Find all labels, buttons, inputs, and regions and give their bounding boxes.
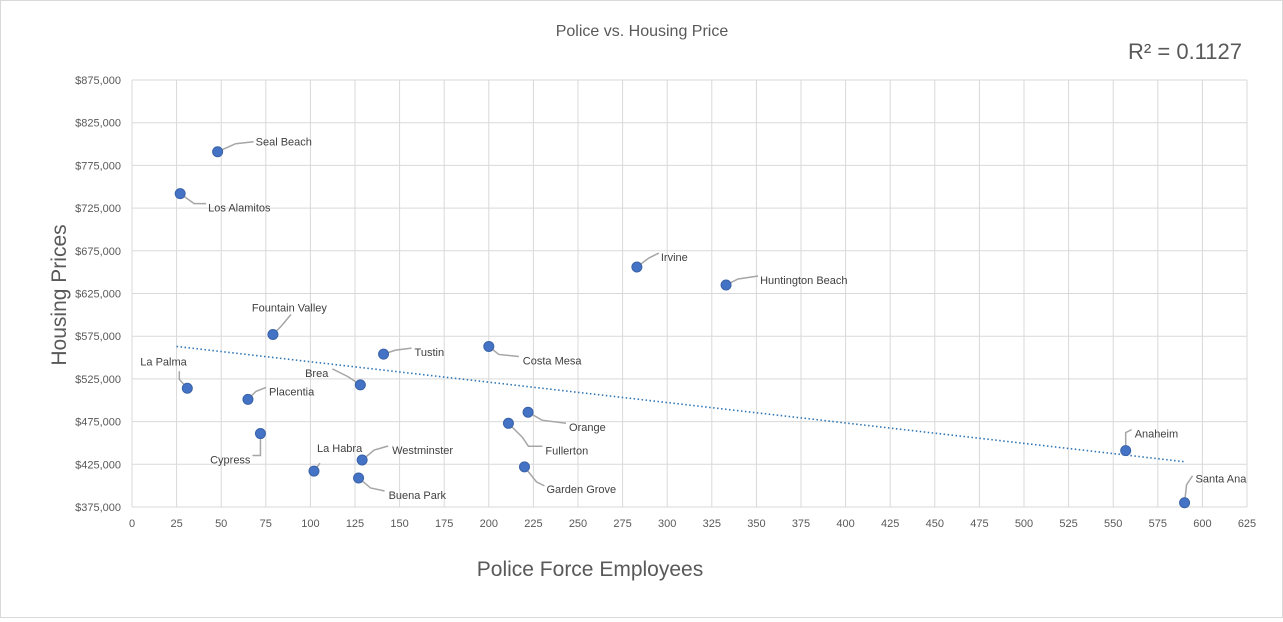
y-tick-label: $675,000 <box>75 246 121 258</box>
data-label-seal-beach: Seal Beach <box>256 137 312 149</box>
y-tick-label: $725,000 <box>75 203 121 215</box>
chart-title: Police vs. Housing Price <box>556 23 729 40</box>
x-tick-label: 50 <box>215 518 227 530</box>
data-point-los-alamitos <box>174 188 186 200</box>
x-tick-label: 150 <box>390 518 408 530</box>
data-label-placentia: Placentia <box>269 386 315 398</box>
data-label-irvine: Irvine <box>661 252 688 264</box>
data-label-buena-park: Buena Park <box>389 490 447 502</box>
y-tick-label: $375,000 <box>75 502 121 514</box>
data-point-buena-park <box>353 472 365 484</box>
x-tick-label: 225 <box>524 518 542 530</box>
data-point-huntington-beach <box>720 279 732 291</box>
data-point-seal-beach <box>212 146 224 158</box>
x-tick-label: 550 <box>1104 518 1122 530</box>
x-tick-label: 625 <box>1238 518 1256 530</box>
data-point-placentia <box>242 393 254 405</box>
data-label-westminster: Westminster <box>392 445 453 457</box>
y-tick-label: $575,000 <box>75 331 121 343</box>
leader-line-los-alamitos <box>179 192 207 205</box>
data-labels: Seal Beach Los Alamitos Irvine Huntington B… <box>140 137 1247 502</box>
data-point-irvine <box>631 261 643 273</box>
data-label-cypress: Cypress <box>210 455 251 467</box>
x-tick-label: 450 <box>926 518 944 530</box>
data-point-garden-grove <box>518 461 530 473</box>
data-label-tustin: Tustin <box>415 347 445 359</box>
y-tick-label: $875,000 <box>75 75 121 87</box>
data-label-fountain-valley: Fountain Valley <box>252 302 328 314</box>
y-tick-label: $425,000 <box>75 459 121 471</box>
data-label-orange: Orange <box>569 422 606 434</box>
data-label-huntington-beach: Huntington Beach <box>760 275 847 287</box>
y-tick-label: $475,000 <box>75 417 121 429</box>
x-tick-label: 600 <box>1193 518 1211 530</box>
x-tick-label: 425 <box>881 518 899 530</box>
y-tick-label: $625,000 <box>75 289 121 301</box>
data-label-la-palma: La Palma <box>140 356 187 368</box>
y-axis-title: Housing Prices <box>48 224 71 365</box>
x-tick-label: 400 <box>836 518 854 530</box>
data-label-la-habra: La Habra <box>317 443 363 455</box>
x-tick-label: 175 <box>435 518 453 530</box>
x-tick-label: 525 <box>1059 518 1077 530</box>
data-point-cypress <box>254 428 266 440</box>
data-point-la-palma <box>181 382 193 394</box>
data-label-anaheim: Anaheim <box>1135 429 1178 441</box>
leader-line-anaheim <box>1124 428 1133 451</box>
y-tick-label: $825,000 <box>75 118 121 130</box>
leader-line-seal-beach <box>217 140 254 153</box>
y-tick-label: $525,000 <box>75 374 121 386</box>
data-label-costa-mesa: Costa Mesa <box>523 355 583 367</box>
data-point-brea <box>354 379 366 391</box>
gridlines <box>131 79 1248 508</box>
x-tick-label: 350 <box>747 518 765 530</box>
data-point-costa-mesa <box>483 340 495 352</box>
leader-line-santa-ana <box>1183 475 1194 503</box>
data-label-garden-grove: Garden Grove <box>546 484 616 496</box>
x-tick-label: 75 <box>260 518 272 530</box>
x-tick-label: 375 <box>792 518 810 530</box>
r-squared-annotation: R² = 0.1127 <box>1128 39 1242 64</box>
axis-ticks: $375,000 $425,000 $475,000 $525,000 $575,000… <box>75 75 1256 530</box>
x-tick-label: 200 <box>480 518 498 530</box>
x-axis-title: Police Force Employees <box>477 558 703 581</box>
data-point-orange <box>522 406 534 418</box>
data-point-santa-ana <box>1179 497 1191 509</box>
leader-line-garden-grove <box>523 466 545 487</box>
leader-line-fullerton <box>507 422 543 448</box>
data-label-brea: Brea <box>305 368 329 380</box>
data-label-los-alamitos: Los Alamitos <box>208 203 271 215</box>
data-point-fullerton <box>502 417 514 429</box>
x-tick-label: 475 <box>970 518 988 530</box>
data-point-anaheim <box>1120 445 1132 457</box>
x-tick-label: 250 <box>569 518 587 530</box>
data-label-santa-ana: Santa Ana <box>1196 474 1248 486</box>
data-point-la-habra <box>308 465 320 477</box>
x-tick-label: 575 <box>1149 518 1167 530</box>
x-tick-label: 125 <box>346 518 364 530</box>
data-point-fountain-valley <box>267 328 279 340</box>
leader-line-cypress <box>252 433 262 457</box>
data-points <box>174 146 1191 509</box>
data-point-westminster <box>356 454 368 466</box>
x-tick-label: 100 <box>301 518 319 530</box>
y-tick-label: $775,000 <box>75 160 121 172</box>
data-label-fullerton: Fullerton <box>545 445 588 457</box>
x-tick-label: 0 <box>129 518 135 530</box>
x-tick-label: 325 <box>703 518 721 530</box>
x-tick-label: 500 <box>1015 518 1033 530</box>
x-tick-label: 25 <box>170 518 182 530</box>
data-point-tustin <box>378 348 390 360</box>
x-tick-label: 275 <box>613 518 631 530</box>
trendline <box>176 345 1185 463</box>
x-tick-label: 300 <box>658 518 676 530</box>
